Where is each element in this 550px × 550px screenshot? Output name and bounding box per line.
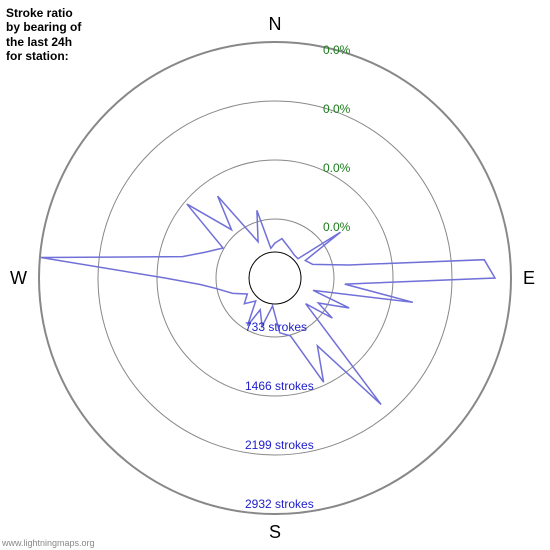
polar-chart: 0.0% 0.0% 0.0% 0.0% 733 strokes 1466 strokes…: [0, 0, 550, 550]
svg-text:733 strokes: 733 strokes: [245, 320, 307, 334]
svg-text:2932 strokes: 2932 strokes: [245, 497, 314, 511]
svg-text:1466 strokes: 1466 strokes: [245, 379, 314, 393]
svg-text:0.0%: 0.0%: [323, 161, 351, 175]
svg-text:0.0%: 0.0%: [323, 220, 351, 234]
svg-text:W: W: [10, 268, 27, 288]
percent-labels: 0.0% 0.0% 0.0% 0.0%: [323, 43, 351, 234]
center-hub: [249, 252, 301, 304]
svg-text:S: S: [269, 522, 281, 542]
svg-text:0.0%: 0.0%: [323, 102, 351, 116]
svg-text:0.0%: 0.0%: [323, 43, 351, 57]
stroke-labels: 733 strokes 1466 strokes 2199 strokes 2932 …: [245, 320, 314, 511]
svg-text:2199 strokes: 2199 strokes: [245, 438, 314, 452]
svg-text:N: N: [269, 14, 282, 34]
svg-text:E: E: [523, 268, 535, 288]
